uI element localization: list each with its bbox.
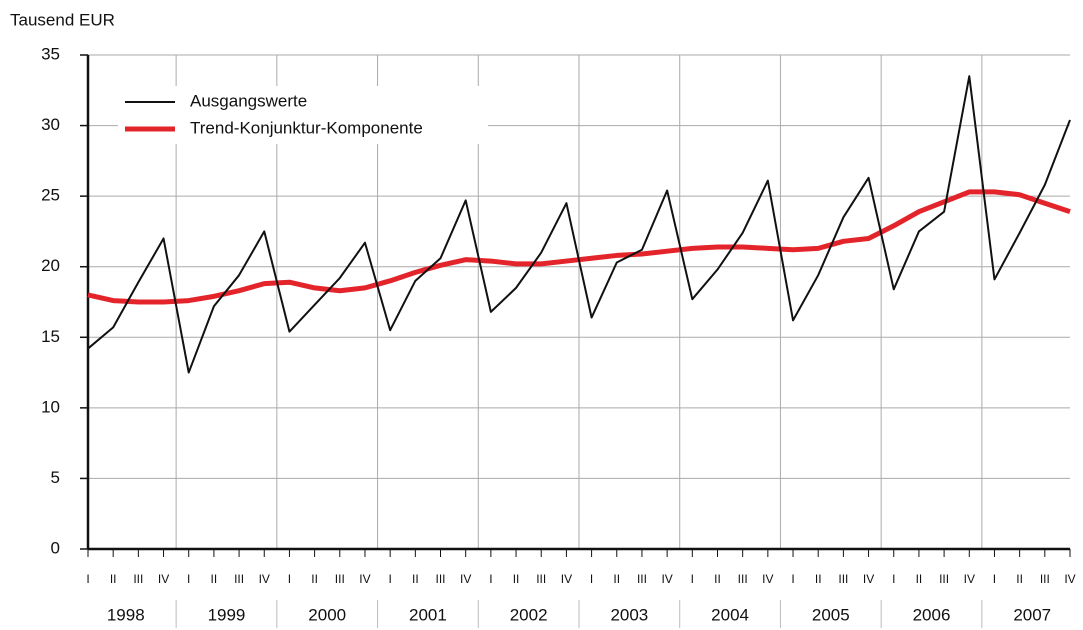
x-tick-label: I: [993, 572, 996, 586]
y-tick-label: 25: [41, 186, 60, 205]
x-tick-label: II: [815, 572, 822, 586]
x-tick-label: I: [590, 572, 593, 586]
y-tick-label: 5: [51, 468, 60, 487]
y-axis-label: Tausend EUR: [10, 10, 115, 29]
x-tick-label: III: [436, 572, 446, 586]
x-tick-label: II: [613, 572, 620, 586]
x-tick-label: II: [1016, 572, 1023, 586]
x-tick-label: I: [791, 572, 794, 586]
x-tick-label: II: [412, 572, 419, 586]
x-tick-label: I: [489, 572, 492, 586]
y-tick-label: 20: [41, 256, 60, 275]
y-tick-label: 10: [41, 397, 60, 416]
year-label: 2007: [1013, 605, 1051, 624]
year-label: 2002: [510, 605, 548, 624]
year-label: 2001: [409, 605, 447, 624]
x-tick-label: IV: [460, 572, 471, 586]
legend-label: Ausgangswerte: [190, 91, 307, 110]
x-tick-label: III: [234, 572, 244, 586]
year-label: 2005: [812, 605, 850, 624]
x-tick-label: II: [714, 572, 721, 586]
x-tick-label: I: [187, 572, 190, 586]
year-label: 2006: [913, 605, 951, 624]
legend-box: [118, 86, 488, 144]
x-tick-label: III: [738, 572, 748, 586]
x-tick-label: III: [133, 572, 143, 586]
y-tick-label: 0: [51, 538, 60, 557]
x-tick-label: II: [110, 572, 117, 586]
year-label: 2003: [610, 605, 648, 624]
year-label: 2004: [711, 605, 749, 624]
x-tick-label: II: [916, 572, 923, 586]
y-tick-label: 35: [41, 44, 60, 63]
year-label: 1999: [208, 605, 246, 624]
x-tick-label: III: [1040, 572, 1050, 586]
x-tick-label: III: [335, 572, 345, 586]
x-tick-label: IV: [359, 572, 370, 586]
year-label: 1998: [107, 605, 145, 624]
x-tick-label: IV: [561, 572, 572, 586]
year-label: 2000: [308, 605, 346, 624]
x-tick-label: I: [691, 572, 694, 586]
x-tick-label: III: [838, 572, 848, 586]
x-tick-label: IV: [964, 572, 975, 586]
x-tick-label: II: [311, 572, 318, 586]
x-tick-label: IV: [661, 572, 672, 586]
y-tick-label: 30: [41, 115, 60, 134]
x-tick-label: IV: [762, 572, 773, 586]
x-tick-label: III: [637, 572, 647, 586]
x-tick-label: II: [211, 572, 218, 586]
x-tick-label: III: [536, 572, 546, 586]
y-tick-label: 15: [41, 327, 60, 346]
x-tick-label: I: [892, 572, 895, 586]
x-tick-label: IV: [1064, 572, 1075, 586]
x-tick-label: IV: [259, 572, 270, 586]
x-tick-label: III: [939, 572, 949, 586]
x-tick-label: I: [86, 572, 89, 586]
x-tick-label: I: [288, 572, 291, 586]
x-tick-label: IV: [863, 572, 874, 586]
x-tick-label: IV: [158, 572, 169, 586]
x-tick-label: I: [388, 572, 391, 586]
legend-label: Trend-Konjunktur-Komponente: [190, 118, 423, 137]
series-line: [87, 75, 1071, 374]
x-tick-label: II: [513, 572, 520, 586]
